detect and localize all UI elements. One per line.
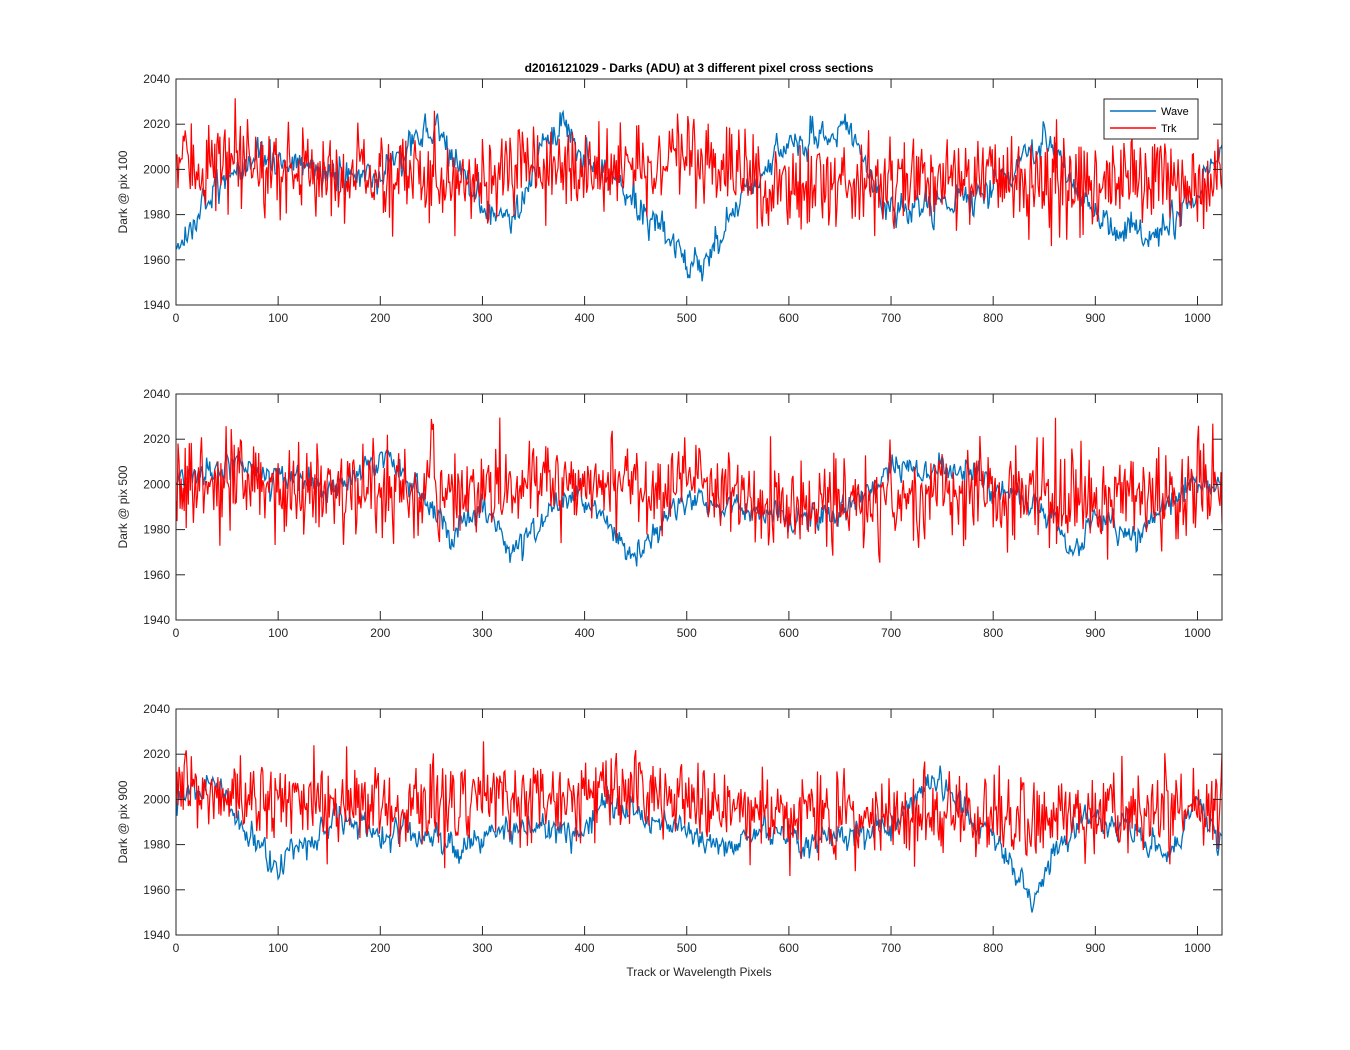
y-tick-label: 2020: [143, 117, 170, 131]
x-tick-label: 700: [881, 941, 901, 955]
x-axis-label: Track or Wavelength Pixels: [626, 965, 771, 979]
series-line-trk: [176, 741, 1222, 877]
x-tick-label: 900: [1085, 941, 1105, 955]
legend-entry-trk: Trk: [1161, 123, 1177, 135]
y-tick-label: 2020: [143, 432, 170, 446]
y-tick-label: 2000: [143, 162, 170, 176]
y-tick-label: 2000: [143, 477, 170, 491]
legend-box: [1103, 98, 1199, 140]
axes-frame: [175, 393, 1223, 621]
x-tick-label: 400: [575, 626, 595, 640]
x-tick-label: 600: [779, 311, 799, 325]
y-axis-label: Dark @ pix 100: [116, 150, 130, 233]
x-tick-label: 0: [173, 311, 180, 325]
y-tick-label: 1960: [143, 253, 170, 267]
y-tick-label: 2040: [143, 702, 170, 716]
subplot-group: 0 100 200 300 400 500 600 700 800 900 100019401960…: [116, 72, 1223, 955]
y-tick-label: 1940: [143, 613, 170, 627]
plot-area: [176, 394, 1222, 620]
axes-frame: [175, 708, 1223, 936]
x-tick-label: 100: [268, 941, 288, 955]
x-tick-label: 900: [1085, 311, 1105, 325]
x-tick-label: 400: [575, 311, 595, 325]
x-tick-label: 800: [983, 626, 1003, 640]
y-tick-label: 2020: [143, 747, 170, 761]
y-tick-label: 1940: [143, 298, 170, 312]
x-tick-label: 1000: [1184, 311, 1211, 325]
axes-frame: [175, 78, 1223, 306]
x-tick-label: 1000: [1184, 626, 1211, 640]
y-tick-label: 2000: [143, 792, 170, 806]
x-tick-label: 100: [268, 311, 288, 325]
plot-area: [176, 79, 1222, 305]
series-line-trk: [176, 417, 1222, 563]
y-tick-label: 1980: [143, 838, 170, 852]
x-tick-label: 400: [575, 941, 595, 955]
x-tick-label: 900: [1085, 626, 1105, 640]
x-tick-label: 200: [370, 626, 390, 640]
x-tick-label: 600: [779, 626, 799, 640]
x-tick-label: 600: [779, 941, 799, 955]
y-tick-label: 1960: [143, 568, 170, 582]
x-tick-label: 0: [173, 941, 180, 955]
x-tick-label: 500: [677, 311, 697, 325]
x-tick-label: 700: [881, 311, 901, 325]
subplot-3: 0 100 200 300 400 500 600 700 800 900 1000 1940 1960…: [116, 702, 1223, 955]
x-tick-label: 200: [370, 311, 390, 325]
y-axis-label: Dark @ pix 500: [116, 465, 130, 548]
subplot-2: 0 100 200 300 400 500 600 700 800 900 1000 1940 1960…: [116, 387, 1223, 640]
x-tick-label: 700: [881, 626, 901, 640]
x-tick-label: 800: [983, 311, 1003, 325]
legend: Wave Trk: [1103, 98, 1199, 140]
y-tick-label: 1940: [143, 928, 170, 942]
x-tick-label: 800: [983, 941, 1003, 955]
subplot-1: 0 100 200 300 400 500 600 700 800 900 1000 1940 1960…: [116, 72, 1223, 325]
y-tick-label: 1980: [143, 208, 170, 222]
y-tick-label: 1960: [143, 883, 170, 897]
x-tick-label: 200: [370, 941, 390, 955]
x-tick-label: 1000: [1184, 941, 1211, 955]
x-tick-label: 500: [677, 941, 697, 955]
x-tick-label: 0: [173, 626, 180, 640]
y-axis-label: Dark @ pix 900: [116, 780, 130, 863]
legend-entry-wave: Wave: [1161, 106, 1189, 118]
y-tick-label: 2040: [143, 387, 170, 401]
series-line-trk: [176, 98, 1222, 247]
x-tick-label: 100: [268, 626, 288, 640]
x-tick-label: 500: [677, 626, 697, 640]
x-tick-label: 300: [472, 311, 492, 325]
y-tick-label: 1980: [143, 523, 170, 537]
x-tick-label: 300: [472, 941, 492, 955]
figure-title: d2016121029 - Darks (ADU) at 3 different…: [525, 61, 874, 75]
y-tick-label: 2040: [143, 72, 170, 86]
x-tick-label: 300: [472, 626, 492, 640]
